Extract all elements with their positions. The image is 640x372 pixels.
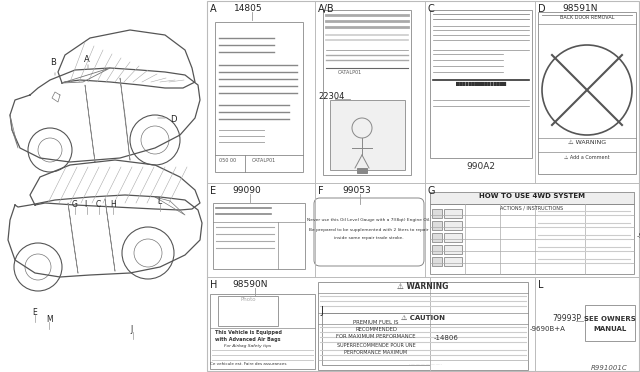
Text: F: F [318, 186, 324, 196]
Bar [444, 257, 462, 266]
Text: R991001C: R991001C [591, 365, 628, 371]
Text: This Vehicle is Equipped: This Vehicle is Equipped [214, 330, 282, 335]
Bar [330, 100, 405, 170]
Bar [430, 10, 532, 158]
Bar [432, 245, 442, 254]
Bar [444, 209, 462, 218]
Bar [357, 168, 367, 173]
Text: ⚠ WARNING: ⚠ WARNING [568, 140, 606, 145]
Bar [432, 233, 442, 242]
Bar [430, 192, 634, 274]
Text: HOW TO USE 4WD SYSTEM: HOW TO USE 4WD SYSTEM [479, 193, 585, 199]
Text: 98591N: 98591N [562, 4, 598, 13]
Text: C: C [96, 200, 101, 209]
Text: I: I [84, 200, 86, 209]
Text: ...........................: ........................... [408, 362, 442, 366]
Bar [444, 233, 462, 242]
Bar [318, 282, 528, 370]
Text: E: E [210, 186, 216, 196]
Text: M: M [46, 315, 52, 324]
Text: Never use this Oil Level Gauge with a 7l(8qt) Engine Oil.: Never use this Oil Level Gauge with a 7l… [307, 218, 431, 222]
Text: inside some repair trade stroke.: inside some repair trade stroke. [334, 236, 404, 240]
Text: -9690B: -9690B [637, 233, 640, 239]
Text: Ce vehicule est. Faire des assurances: Ce vehicule est. Faire des assurances [210, 362, 286, 366]
Text: L: L [157, 197, 161, 206]
Text: 98590N: 98590N [232, 280, 268, 289]
Bar [432, 209, 442, 218]
Text: FOR MAXIMUM PERFORMANCE: FOR MAXIMUM PERFORMANCE [336, 334, 416, 339]
Text: D: D [170, 115, 177, 124]
Bar [213, 203, 305, 269]
Text: B: B [50, 58, 56, 67]
Bar [432, 221, 442, 230]
Text: 99053: 99053 [342, 186, 371, 195]
Text: Photo: Photo [240, 297, 256, 302]
Text: ACTIONS / INSTRUCTIONS: ACTIONS / INSTRUCTIONS [500, 205, 564, 210]
Text: Be prepared to be supplemented with 2 liters to repair: Be prepared to be supplemented with 2 li… [309, 228, 429, 232]
Text: 14805: 14805 [234, 4, 262, 13]
Text: ⚠ Add a Comment: ⚠ Add a Comment [564, 155, 610, 160]
Text: -14806: -14806 [434, 335, 459, 341]
Text: PREMIUM FUEL IS: PREMIUM FUEL IS [353, 320, 399, 325]
Text: H: H [110, 200, 116, 209]
Bar [444, 221, 462, 230]
Text: J: J [130, 325, 132, 334]
Text: ⚠ WARNING: ⚠ WARNING [397, 282, 449, 291]
Text: 990A2: 990A2 [467, 162, 495, 171]
Text: 050 00: 050 00 [219, 158, 236, 163]
Bar [210, 294, 315, 369]
Text: D: D [538, 4, 546, 14]
Text: L: L [538, 280, 543, 290]
Bar [218, 296, 278, 326]
Text: CATALP01: CATALP01 [252, 158, 276, 163]
Text: G: G [428, 186, 435, 196]
Text: 79993P: 79993P [552, 314, 581, 323]
Text: E: E [32, 308, 36, 317]
Text: For Airbag Safety tips: For Airbag Safety tips [225, 344, 271, 348]
Bar [430, 192, 634, 204]
Text: A: A [84, 55, 90, 64]
Text: A/B: A/B [318, 4, 335, 14]
Bar [585, 305, 635, 341]
Text: G: G [72, 200, 78, 209]
Text: MANUAL: MANUAL [593, 326, 627, 332]
Text: RECOMMENDED: RECOMMENDED [355, 327, 397, 332]
Text: BACK DOOR REMOVAL: BACK DOOR REMOVAL [560, 15, 614, 20]
Text: H: H [210, 280, 218, 290]
Bar [215, 22, 303, 172]
Text: J: J [320, 306, 323, 316]
Bar [323, 10, 411, 175]
Bar [432, 257, 442, 266]
Bar [538, 12, 636, 174]
Text: CATALP01: CATALP01 [338, 70, 362, 75]
Bar [322, 313, 430, 365]
Text: PERFORMANCE MAXIMUM: PERFORMANCE MAXIMUM [344, 350, 408, 355]
Text: -9690B+A: -9690B+A [530, 326, 566, 332]
Text: C: C [428, 4, 435, 14]
Text: ████████████████: ████████████████ [456, 82, 506, 86]
Text: 22304: 22304 [318, 92, 344, 101]
Text: ⚠ CAUTION: ⚠ CAUTION [401, 315, 445, 321]
Text: A: A [210, 4, 216, 14]
Text: SEE OWNERS: SEE OWNERS [584, 316, 636, 322]
Text: with Advanced Air Bags: with Advanced Air Bags [215, 337, 281, 342]
Bar [207, 1, 639, 371]
Text: SUPERRECOMMENDE POUR UNE: SUPERRECOMMENDE POUR UNE [337, 343, 415, 348]
Bar [444, 245, 462, 254]
Text: 99090: 99090 [232, 186, 260, 195]
